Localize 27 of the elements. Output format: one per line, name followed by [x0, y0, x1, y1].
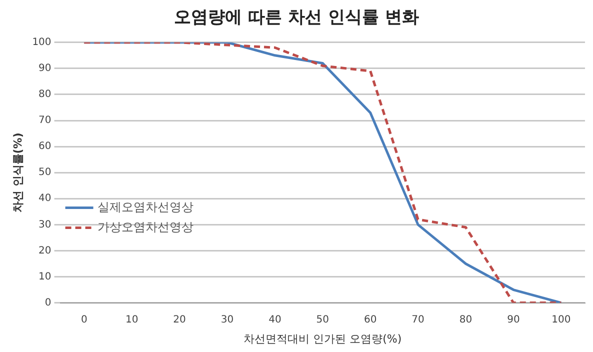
x-tick-label: 0 [80, 314, 88, 326]
x-tick-label: 90 [507, 314, 520, 326]
legend-label: 가상오염차선영상 [97, 220, 194, 234]
x-tick-label: 100 [552, 314, 571, 326]
y-tick-label: 90 [38, 63, 52, 74]
y-tick-label: 10 [38, 271, 52, 282]
chart-title: 오염량에 따른 차선 인식률 변화 [174, 8, 419, 28]
y-tick-label: 100 [32, 36, 52, 48]
x-tick-label: 50 [316, 314, 330, 326]
y-tick-label: 70 [38, 115, 52, 126]
y-tick-label: 20 [38, 245, 52, 256]
y-tick-label: 30 [38, 219, 52, 230]
x-tick-label: 40 [268, 314, 282, 326]
x-tick-label: 60 [364, 314, 377, 326]
y-tick-label: 50 [38, 167, 52, 178]
x-tick-label: 10 [125, 314, 138, 326]
x-tick-label: 80 [459, 314, 472, 326]
y-tick-label: 60 [38, 141, 52, 152]
x-axis-title: 차선면적대비 인가된 오염량(%) [244, 332, 402, 346]
x-tick-label: 70 [412, 314, 424, 326]
y-tick-label: 40 [38, 193, 52, 204]
y-axis-title: 차선 인식률(%) [11, 132, 24, 213]
y-tick-label: 80 [38, 89, 52, 100]
x-tick-label: 30 [220, 314, 234, 326]
y-tick-label: 0 [44, 297, 52, 308]
legend-label: 실제오염차선영상 [97, 200, 194, 214]
x-tick-label: 20 [173, 314, 186, 326]
